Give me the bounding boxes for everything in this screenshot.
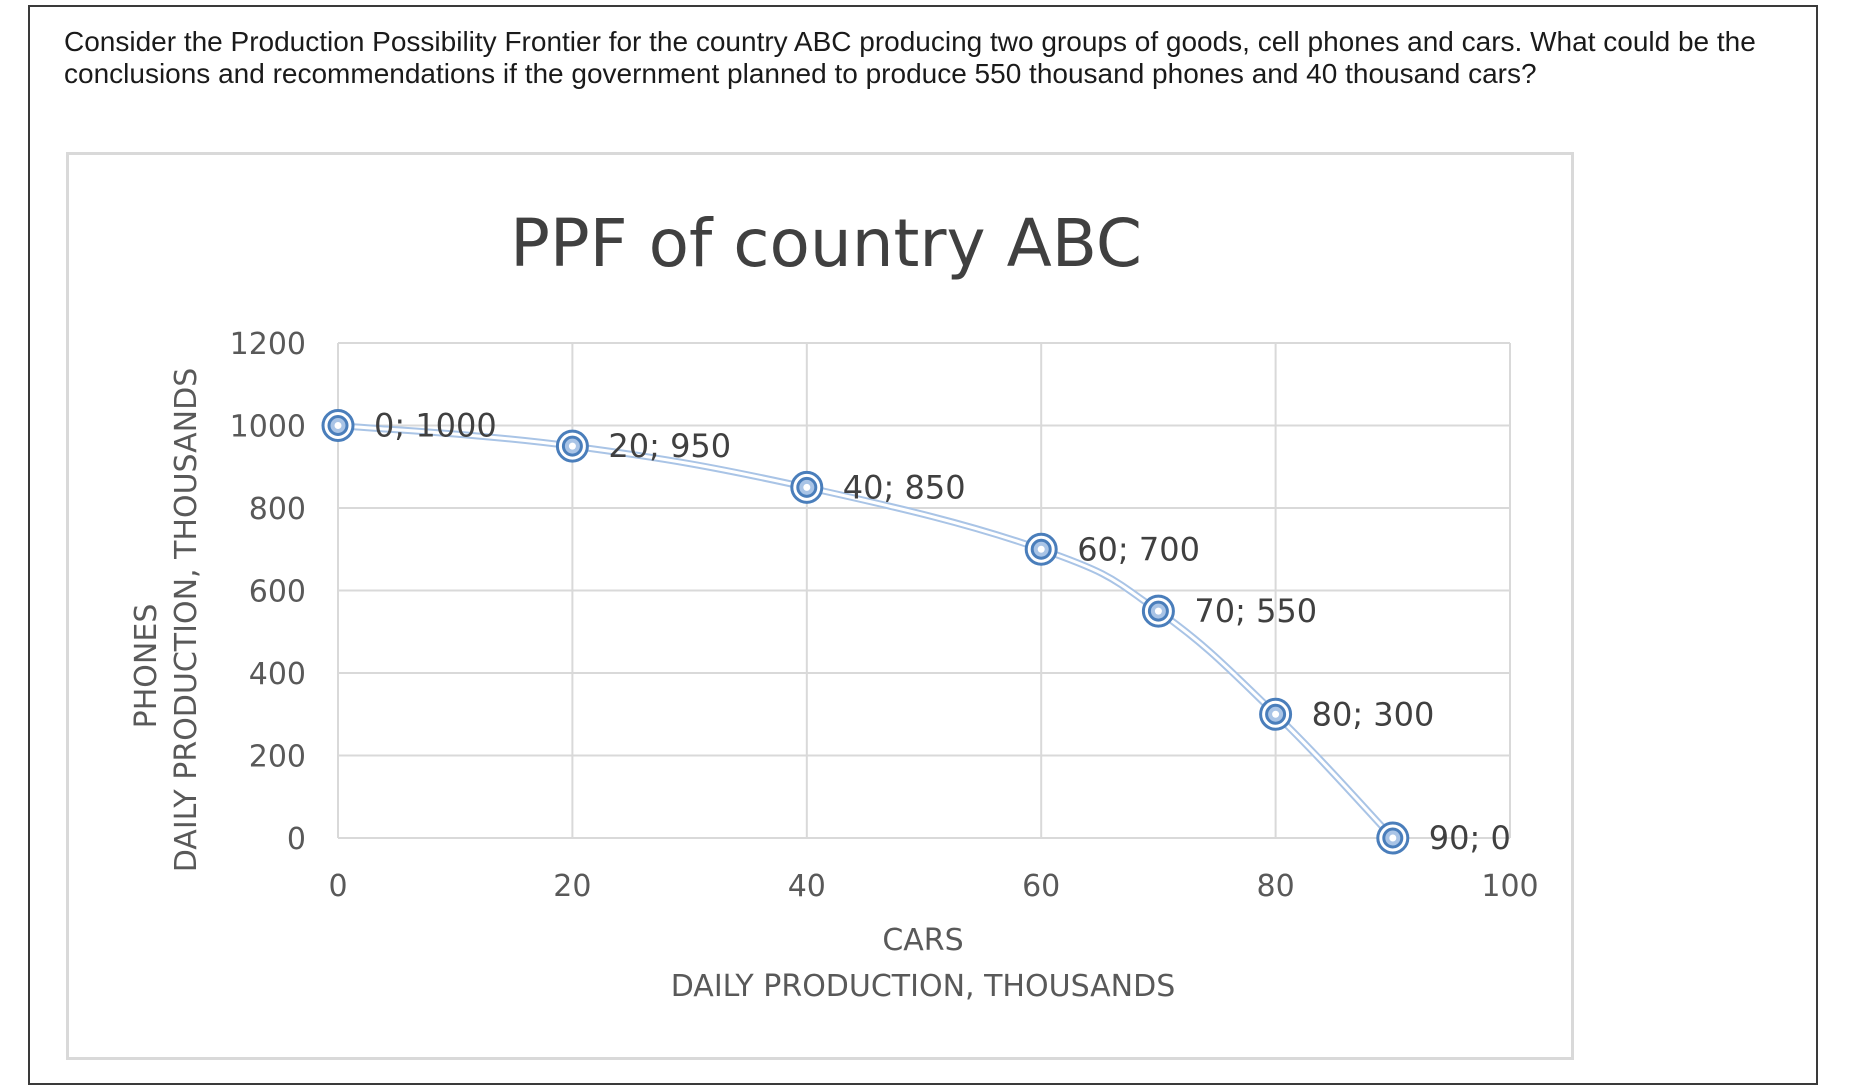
marker-center [1389, 834, 1397, 842]
question-line-2: conclusions and recommendations if the g… [64, 58, 1537, 89]
data-point-80 [1259, 697, 1293, 731]
data-point-20 [555, 429, 589, 463]
data-point-70 [1141, 594, 1175, 628]
data-label-20: 20; 950 [608, 427, 731, 465]
tick-labels: 0 200 400 600 800 1000 1200 0 20 40 60 80 100 [230, 327, 1539, 904]
y-tick-label-800: 800 [249, 492, 306, 527]
data-label-60: 60; 700 [1077, 530, 1200, 568]
data-markers [321, 409, 1410, 855]
y-tick-label-200: 200 [249, 740, 306, 775]
data-point-0 [321, 409, 355, 442]
y-tick-label-0: 0 [287, 822, 306, 857]
data-label-80: 80; 300 [1312, 695, 1435, 733]
x-tick-label-20: 20 [553, 869, 591, 904]
y-tick-label-400: 400 [249, 657, 306, 692]
marker-center [1272, 710, 1280, 718]
data-labels: 0; 1000 20; 950 40; 850 60; 700 70; 550 80; 3… [374, 407, 1511, 858]
chart-title: PPF of country ABC [510, 205, 1142, 282]
y-axis-subtitle: DAILY PRODUCTION, THOUSANDS [169, 368, 204, 873]
grid-lines [337, 342, 1511, 839]
x-tick-label-80: 80 [1257, 869, 1295, 904]
marker-center [803, 483, 811, 491]
question-line-1: Consider the Production Possibility Fron… [64, 26, 1756, 57]
x-tick-label-40: 40 [788, 869, 826, 904]
x-axis-subtitle: DAILY PRODUCTION, THOUSANDS [671, 969, 1176, 1004]
x-tick-label-0: 0 [328, 869, 347, 904]
data-label-0: 0; 1000 [374, 407, 497, 445]
x-tick-label-100: 100 [1481, 869, 1538, 904]
y-axis-title: PHONES [129, 604, 164, 729]
marker-center [334, 422, 342, 429]
y-tick-label-600: 600 [249, 575, 306, 610]
data-point-40 [790, 470, 824, 504]
x-axis-title: CARS [882, 923, 963, 958]
data-label-90: 90; 0 [1429, 819, 1511, 857]
data-point-60 [1024, 532, 1058, 566]
y-tick-label-1000: 1000 [230, 410, 306, 445]
data-point-90 [1376, 821, 1410, 855]
x-tick-label-60: 60 [1022, 869, 1060, 904]
y-tick-label-1200: 1200 [230, 327, 306, 362]
data-label-70: 70; 550 [1194, 592, 1317, 630]
question-text: Consider the Production Possibility Fron… [64, 26, 1784, 90]
chart-panel [66, 152, 1574, 1060]
marker-center [568, 442, 576, 450]
data-label-40: 40; 850 [843, 468, 966, 506]
marker-center [1037, 545, 1045, 553]
marker-center [1154, 607, 1162, 615]
